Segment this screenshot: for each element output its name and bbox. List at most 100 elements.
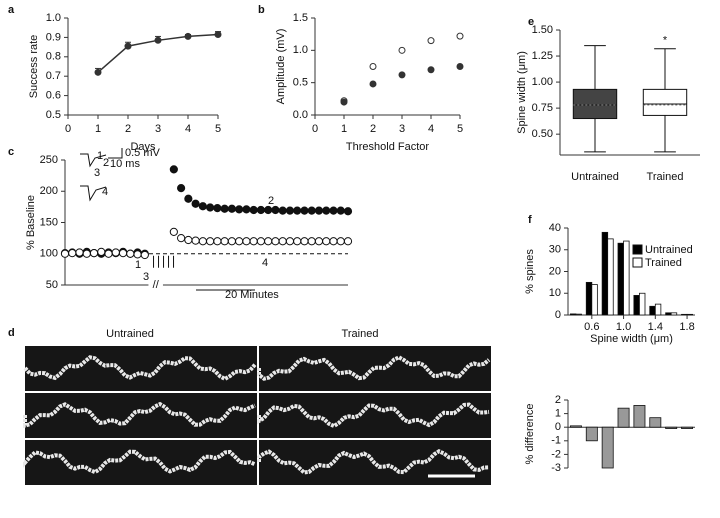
legend-label: Untrained	[645, 244, 693, 256]
x-tick-label: 3	[155, 123, 161, 135]
bar	[585, 426, 598, 442]
dendrite	[257, 355, 491, 381]
y-tick-label: 150	[40, 216, 58, 228]
bar	[665, 312, 672, 316]
point	[369, 80, 377, 88]
point	[264, 237, 273, 246]
annotation: 4	[262, 257, 268, 269]
point	[456, 32, 464, 40]
x-axis-label: Spine width (μm)	[590, 333, 673, 345]
point	[343, 207, 353, 216]
y-tick-label: 1.5	[293, 12, 308, 24]
point	[271, 205, 280, 215]
y-tick-label: 10	[549, 287, 561, 299]
x-tick-label: 5	[457, 123, 463, 135]
x-axis-label: Threshold Factor	[346, 141, 429, 153]
point	[340, 98, 348, 106]
point	[249, 205, 258, 215]
bar	[585, 281, 593, 316]
trace	[80, 185, 107, 202]
annotation: 3	[94, 167, 100, 179]
point	[220, 204, 229, 213]
point	[427, 66, 435, 74]
point	[184, 32, 192, 40]
point	[235, 237, 244, 246]
point	[293, 237, 302, 246]
y-axis-label: Spine width (μm)	[516, 51, 528, 134]
point	[118, 249, 128, 258]
y-axis-label: Success rate	[28, 35, 40, 99]
y-axis-label: Amplitude (mV)	[275, 29, 287, 105]
x-tick-label: 4	[185, 123, 191, 135]
y-tick-label: 0.0	[293, 109, 308, 121]
y-tick-label: 200	[40, 185, 58, 197]
point	[60, 249, 70, 258]
x-tick-label: 0	[312, 123, 318, 135]
point	[220, 237, 229, 246]
x-axis-label: Days	[130, 141, 156, 153]
point	[336, 206, 345, 215]
x-tick-label: 1.0	[616, 321, 631, 333]
dendrite	[23, 449, 256, 475]
bar	[639, 292, 646, 316]
point	[336, 237, 345, 246]
point	[227, 204, 236, 213]
point	[133, 250, 142, 259]
annotation: 2	[268, 195, 274, 207]
point	[111, 248, 120, 257]
point	[427, 37, 435, 45]
point	[169, 227, 178, 236]
annotation: 0.5 mV	[125, 147, 161, 159]
annotation: 3	[143, 271, 149, 283]
y-axis-label: % Baseline	[25, 195, 37, 250]
point	[329, 206, 338, 215]
point	[256, 205, 266, 215]
bar	[681, 426, 694, 429]
point	[322, 206, 331, 215]
y-tick-label: 2	[555, 394, 561, 406]
x-tick-label: 0	[65, 123, 71, 135]
y-tick-label: 20	[549, 265, 561, 277]
y-tick-label: 0.50	[532, 128, 553, 140]
y-axis-label: % difference	[524, 404, 536, 465]
point	[154, 36, 162, 44]
bar	[649, 417, 662, 428]
point	[293, 206, 302, 215]
annotation: 1	[135, 259, 141, 271]
legend-swatch	[632, 244, 643, 255]
x-tick-label: 1.8	[679, 321, 694, 333]
point	[285, 206, 295, 215]
y-tick-label: 0.8	[46, 51, 61, 63]
y-tick-label: 40	[549, 222, 561, 234]
point	[278, 237, 287, 246]
point	[104, 249, 113, 258]
x-tick-label: 0.6	[584, 321, 599, 333]
point	[184, 235, 193, 245]
y-tick-label: 250	[40, 154, 58, 166]
micrograph	[25, 393, 257, 438]
panel-letter: a	[8, 4, 15, 16]
point	[300, 237, 309, 246]
point	[177, 184, 186, 193]
x-tick-label: 2	[370, 123, 376, 135]
micrograph-label: Trained	[342, 328, 379, 340]
point	[227, 237, 236, 246]
bar	[617, 242, 624, 316]
point	[235, 205, 244, 214]
bar	[686, 313, 694, 316]
micrograph	[25, 440, 257, 485]
y-tick-label: 1	[555, 408, 561, 420]
point	[213, 204, 222, 213]
point	[89, 249, 99, 258]
panel-letter: b	[258, 4, 265, 16]
y-tick-label: -3	[551, 462, 561, 474]
micrograph	[25, 346, 257, 391]
point	[140, 250, 149, 260]
point	[214, 30, 222, 38]
y-tick-label: 1.25	[532, 50, 553, 62]
y-tick-label: 0	[555, 421, 561, 433]
bar	[575, 313, 582, 316]
bar	[681, 313, 688, 316]
point	[94, 68, 102, 76]
